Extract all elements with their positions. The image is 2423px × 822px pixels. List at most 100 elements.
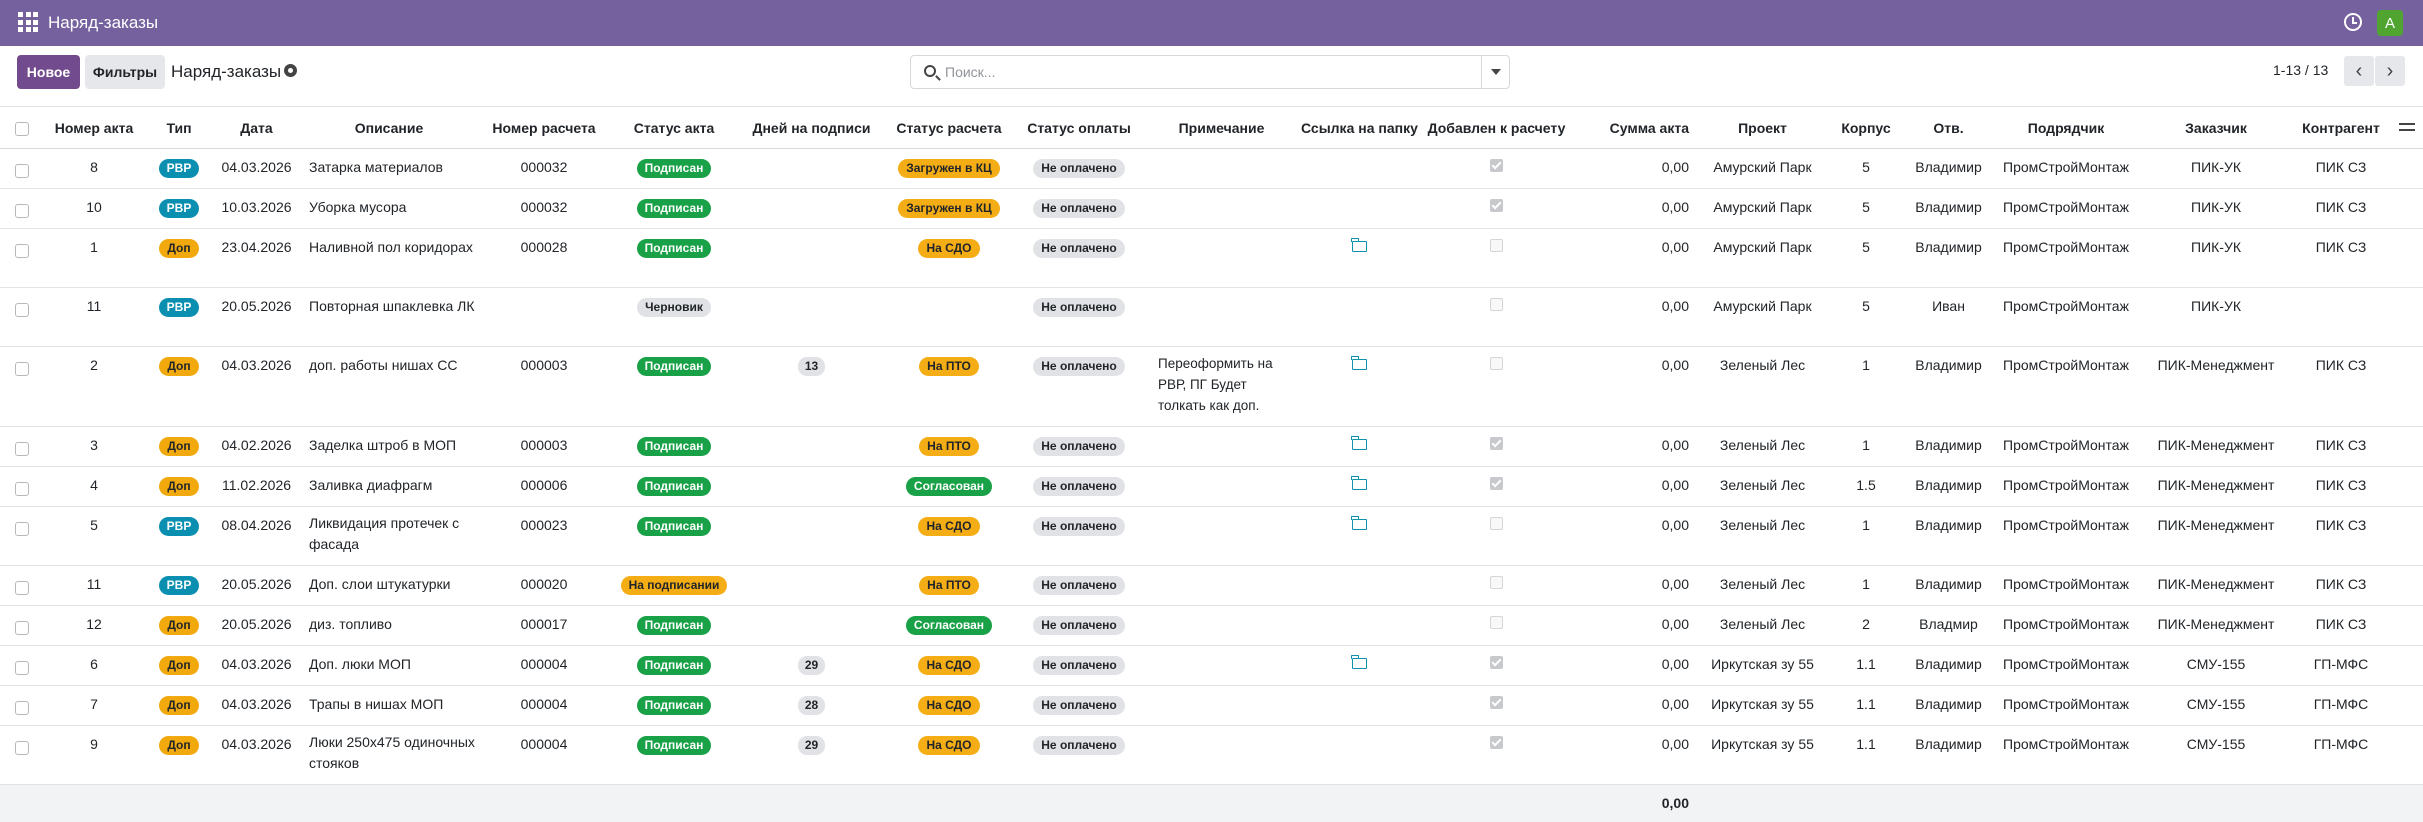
row-select-cell[interactable] bbox=[0, 228, 44, 288]
column-header-payment-status[interactable]: Статус оплаты bbox=[1014, 106, 1144, 149]
table-row[interactable]: 3 Доп 04.02.2026 Заделка штроб в МОП 000003 П… bbox=[0, 426, 2423, 467]
row-select-cell[interactable] bbox=[0, 426, 44, 467]
row-select-cell[interactable] bbox=[0, 685, 44, 726]
folder-link-cell[interactable] bbox=[1299, 725, 1419, 785]
gear-icon[interactable] bbox=[284, 64, 297, 77]
row-select-cell[interactable] bbox=[0, 466, 44, 507]
optional-columns-toggle[interactable] bbox=[2391, 106, 2423, 149]
column-header-building[interactable]: Корпус bbox=[1826, 106, 1906, 149]
table-row[interactable]: 12 Доп 20.05.2026 диз. топливо 000017 Подписа… bbox=[0, 605, 2423, 646]
folder-link-cell[interactable] bbox=[1299, 287, 1419, 347]
folder-icon[interactable] bbox=[1351, 516, 1367, 530]
folder-link-cell[interactable] bbox=[1299, 645, 1419, 686]
days-signing-cell bbox=[739, 605, 884, 646]
column-header-act-status[interactable]: Статус акта bbox=[609, 106, 739, 149]
table-row[interactable]: 11 РВР 20.05.2026 Доп. слои штукатурки 00002… bbox=[0, 565, 2423, 606]
row-checkbox[interactable] bbox=[15, 621, 29, 635]
row-checkbox[interactable] bbox=[15, 244, 29, 258]
column-header-responsible[interactable]: Отв. bbox=[1906, 106, 1991, 149]
column-header-calc-number[interactable]: Номер расчета bbox=[479, 106, 609, 149]
column-header-counterparty[interactable]: Контрагент bbox=[2291, 106, 2391, 149]
apps-menu-icon[interactable] bbox=[18, 12, 38, 32]
row-checkbox[interactable] bbox=[15, 303, 29, 317]
column-header-added-to-calc[interactable]: Добавлен к расчету bbox=[1419, 106, 1574, 149]
folder-icon[interactable] bbox=[1351, 655, 1367, 669]
row-checkbox[interactable] bbox=[15, 701, 29, 715]
column-header-date[interactable]: Дата bbox=[214, 106, 299, 149]
row-checkbox[interactable] bbox=[15, 661, 29, 675]
row-select-cell[interactable] bbox=[0, 506, 44, 566]
row-checkbox[interactable] bbox=[15, 442, 29, 456]
user-avatar[interactable]: A bbox=[2377, 10, 2403, 36]
row-select-cell[interactable] bbox=[0, 565, 44, 606]
row-select-cell[interactable] bbox=[0, 188, 44, 229]
column-header-customer[interactable]: Заказчик bbox=[2141, 106, 2291, 149]
column-header-days-signing[interactable]: Дней на подписи bbox=[739, 106, 884, 149]
row-select-cell[interactable] bbox=[0, 725, 44, 785]
new-button[interactable]: Новое bbox=[17, 55, 80, 89]
pager-value[interactable]: 1-13 / 13 bbox=[2273, 62, 2329, 78]
column-header-project[interactable]: Проект bbox=[1699, 106, 1826, 149]
row-checkbox[interactable] bbox=[15, 362, 29, 376]
column-header-note[interactable]: Примечание bbox=[1144, 106, 1299, 149]
table-row[interactable]: 5 РВР 08.04.2026 Ликвидация протечек с фаса… bbox=[0, 506, 2423, 566]
table-header-row: Номер акта Тип Дата Описание Номер расче… bbox=[0, 106, 2423, 149]
table-row[interactable]: 9 Доп 04.03.2026 Люки 250х475 одиночных сто… bbox=[0, 725, 2423, 785]
folder-link-cell[interactable] bbox=[1299, 188, 1419, 229]
filters-button[interactable]: Фильтры bbox=[85, 55, 165, 89]
search-options-toggle[interactable] bbox=[1481, 56, 1509, 88]
column-header-act-number[interactable]: Номер акта bbox=[44, 106, 144, 149]
checked-checkbox-icon bbox=[1490, 159, 1503, 172]
row-checkbox[interactable] bbox=[15, 164, 29, 178]
pager-next-button[interactable]: › bbox=[2375, 56, 2405, 86]
search-input[interactable] bbox=[945, 62, 1465, 82]
row-checkbox[interactable] bbox=[15, 581, 29, 595]
folder-icon[interactable] bbox=[1351, 238, 1367, 252]
row-select-cell[interactable] bbox=[0, 645, 44, 686]
folder-link-cell[interactable] bbox=[1299, 346, 1419, 427]
folder-icon[interactable] bbox=[1351, 436, 1367, 450]
description-cell: доп. работы нишах СС bbox=[299, 346, 479, 427]
column-header-folder-link[interactable]: Ссылка на папку bbox=[1299, 106, 1419, 149]
folder-link-cell[interactable] bbox=[1299, 228, 1419, 288]
row-select-cell[interactable] bbox=[0, 148, 44, 189]
table-row[interactable]: 1 Доп 23.04.2026 Наливной пол коридорах 0000… bbox=[0, 228, 2423, 288]
column-header-type[interactable]: Тип bbox=[144, 106, 214, 149]
column-header-act-sum[interactable]: Сумма акта bbox=[1574, 106, 1699, 149]
folder-link-cell[interactable] bbox=[1299, 565, 1419, 606]
table-row[interactable]: 4 Доп 11.02.2026 Заливка диафрагм 000006 Подп… bbox=[0, 466, 2423, 507]
row-checkbox[interactable] bbox=[15, 741, 29, 755]
table-row[interactable]: 6 Доп 04.03.2026 Доп. люки МОП 000004 Подписа… bbox=[0, 645, 2423, 686]
column-header-contractor[interactable]: Подрядчик bbox=[1991, 106, 2141, 149]
row-select-cell[interactable] bbox=[0, 346, 44, 427]
row-select-cell[interactable] bbox=[0, 605, 44, 646]
folder-link-cell[interactable] bbox=[1299, 506, 1419, 566]
table-row[interactable]: 11 РВР 20.05.2026 Повторная шпаклевка ЛК Чер… bbox=[0, 287, 2423, 347]
select-all-checkbox[interactable] bbox=[15, 121, 29, 136]
table-row[interactable]: 7 Доп 04.03.2026 Трапы в нишах МОП 000004 Под… bbox=[0, 685, 2423, 726]
folder-link-cell[interactable] bbox=[1299, 426, 1419, 467]
select-all-checkbox-cell[interactable] bbox=[0, 106, 44, 149]
pager-previous-button[interactable]: ‹ bbox=[2344, 56, 2374, 86]
activity-clock-icon[interactable] bbox=[2344, 13, 2362, 31]
table-row[interactable]: 8 РВР 04.03.2026 Затарка материалов 000032 По… bbox=[0, 148, 2423, 189]
column-header-description[interactable]: Описание bbox=[299, 106, 479, 149]
description-cell: Заливка диафрагм bbox=[299, 466, 479, 507]
table-row[interactable]: 2 Доп 04.03.2026 доп. работы нишах СС 000003… bbox=[0, 346, 2423, 427]
row-checkbox[interactable] bbox=[15, 522, 29, 536]
folder-icon[interactable] bbox=[1351, 476, 1367, 490]
folder-link-cell[interactable] bbox=[1299, 685, 1419, 726]
folder-icon[interactable] bbox=[1351, 356, 1367, 370]
folder-link-cell[interactable] bbox=[1299, 605, 1419, 646]
row-select-cell[interactable] bbox=[0, 287, 44, 347]
row-checkbox[interactable] bbox=[15, 482, 29, 496]
folder-link-cell[interactable] bbox=[1299, 466, 1419, 507]
column-settings-icon[interactable] bbox=[2399, 121, 2415, 133]
column-header-calc-status[interactable]: Статус расчета bbox=[884, 106, 1014, 149]
customer-cell: СМУ-155 bbox=[2141, 685, 2291, 726]
act-status-cell: Черновик bbox=[609, 287, 739, 347]
row-checkbox[interactable] bbox=[15, 204, 29, 218]
table-row[interactable]: 10 РВР 10.03.2026 Уборка мусора 000032 Подпис… bbox=[0, 188, 2423, 229]
app-title[interactable]: Наряд-заказы bbox=[48, 13, 159, 32]
folder-link-cell[interactable] bbox=[1299, 148, 1419, 189]
